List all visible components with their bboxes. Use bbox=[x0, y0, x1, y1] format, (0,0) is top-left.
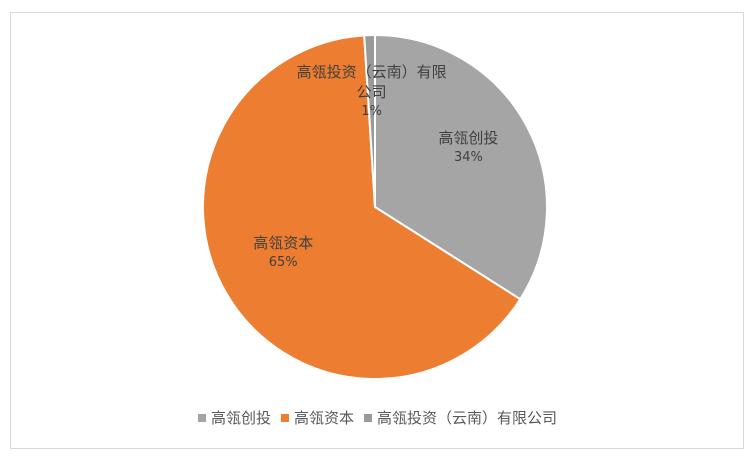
chart-frame bbox=[10, 12, 744, 449]
data-label-value: 65% bbox=[268, 255, 298, 271]
data-label-name: 高瓴投资（云南）有限公司 bbox=[296, 63, 447, 102]
data-label: 高瓴投资（云南）有限公司 1% bbox=[297, 62, 447, 122]
data-label-value: 1% bbox=[361, 104, 382, 120]
data-label-name: 高瓴资本 bbox=[253, 234, 314, 253]
data-label: 高瓴资本 65% bbox=[208, 233, 358, 273]
legend-swatch bbox=[197, 413, 206, 422]
pie-slice bbox=[201, 34, 522, 380]
data-label-value: 34% bbox=[453, 149, 483, 165]
legend-swatch bbox=[280, 413, 289, 422]
legend: 高瓴创投 高瓴资本 高瓴投资（云南）有限公司 bbox=[0, 407, 755, 428]
legend-label: 高瓴资本 bbox=[293, 409, 354, 427]
pie-slice bbox=[363, 33, 376, 208]
legend-item: 高瓴资本 bbox=[280, 407, 354, 428]
legend-label: 高瓴创投 bbox=[210, 409, 271, 427]
legend-item: 高瓴投资（云南）有限公司 bbox=[364, 407, 557, 428]
legend-item: 高瓴创投 bbox=[197, 407, 271, 428]
data-label: 高瓴创投 34% bbox=[393, 128, 543, 168]
legend-swatch bbox=[364, 413, 372, 422]
legend-label: 高瓴投资（云南）有限公司 bbox=[377, 409, 558, 427]
data-label-name: 高瓴创投 bbox=[438, 128, 499, 147]
